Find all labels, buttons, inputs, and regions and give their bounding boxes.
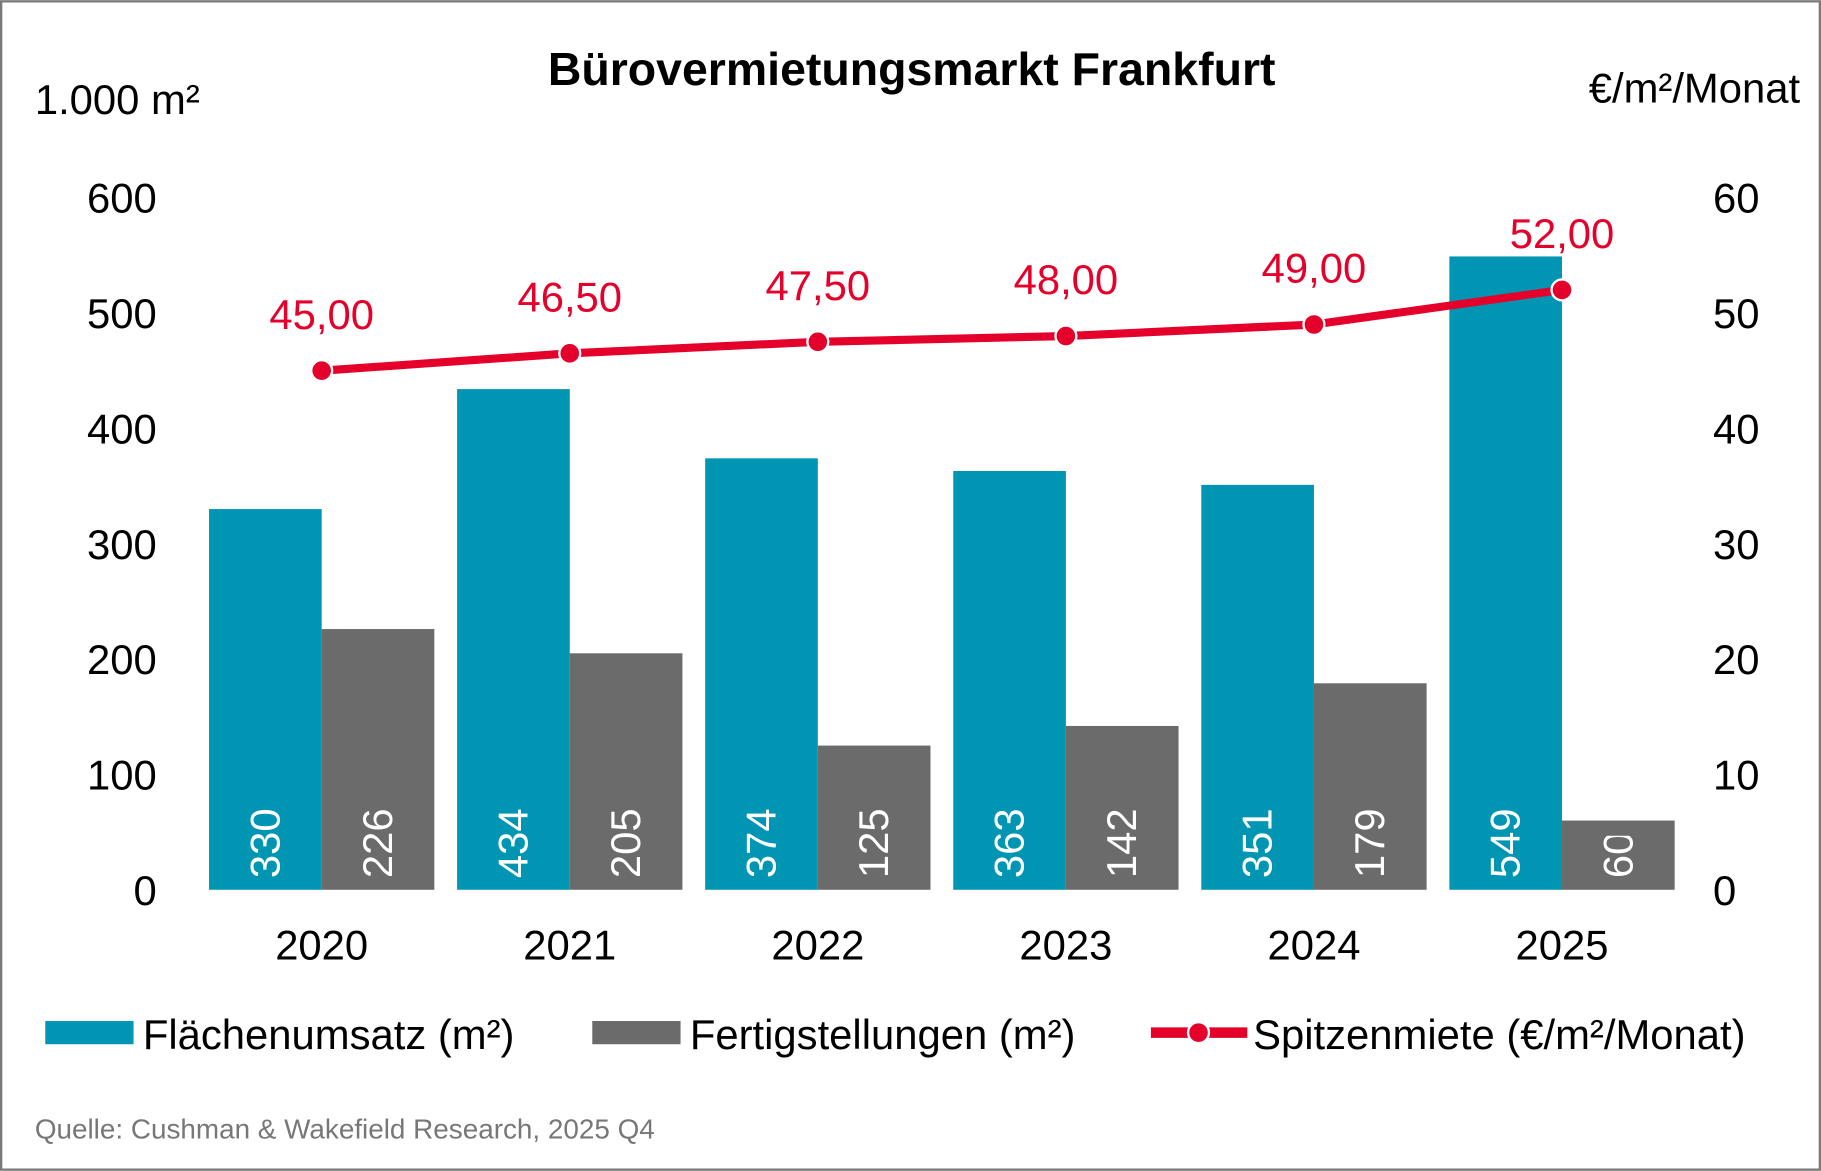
- bar-flaechenumsatz: [457, 389, 570, 890]
- bar-value-label: 125: [850, 808, 897, 878]
- line-spitzenmiete: [321, 285, 1563, 375]
- left-tick-label: 400: [87, 405, 157, 452]
- legend: Flächenumsatz (m²) Fertigstellungen (m²)…: [45, 1011, 1746, 1058]
- bar-value-label: 330: [241, 808, 288, 878]
- line-marker: [1054, 324, 1078, 348]
- left-tick-label: 500: [87, 290, 157, 337]
- bar-value-label: 205: [602, 808, 649, 878]
- line-marker: [806, 330, 830, 354]
- bar-flaechenumsatz: [953, 471, 1066, 890]
- left-tick-label: 100: [87, 752, 157, 799]
- right-tick-label: 60: [1713, 175, 1760, 222]
- bar-value-label: 351: [1234, 808, 1281, 878]
- left-tick-label: 0: [134, 867, 157, 914]
- bar-fertigstellungen: [569, 653, 683, 890]
- bar-value-label: 226: [354, 808, 401, 878]
- line-value-label: 46,50: [517, 274, 622, 321]
- legend-label-flaechenumsatz: Flächenumsatz (m²): [143, 1011, 515, 1058]
- legend-label-fertigstellungen: Fertigstellungen (m²): [690, 1011, 1076, 1058]
- line-marker: [1302, 312, 1326, 337]
- left-tick-label: 300: [87, 521, 157, 568]
- left-tick-label: 600: [87, 175, 157, 222]
- line-value-label: 48,00: [1014, 256, 1119, 303]
- bar-value-label: 434: [489, 808, 536, 878]
- category-label: 2025: [1516, 921, 1609, 968]
- category-label: 2022: [771, 921, 864, 968]
- bar-value-label: 374: [737, 808, 784, 878]
- line-value-label: 52,00: [1510, 210, 1615, 257]
- right-tick-label: 10: [1713, 752, 1760, 799]
- bar-flaechenumsatz: [209, 509, 322, 890]
- bar-value-label: 60: [1594, 832, 1641, 879]
- left-axis-label: 1.000 m²: [35, 76, 200, 123]
- source-note: Quelle: Cushman & Wakefield Research, 20…: [35, 1113, 655, 1144]
- bar-flaechenumsatz: [1449, 256, 1563, 890]
- line-value-label: 45,00: [269, 291, 374, 338]
- legend-swatch-fertigstellungen: [592, 1021, 681, 1045]
- bar-fertigstellungen: [817, 745, 931, 890]
- right-tick-label: 0: [1713, 867, 1736, 914]
- left-tick-label: 200: [87, 636, 157, 683]
- right-tick-label: 20: [1713, 636, 1760, 683]
- right-axis-label: €/m²/Monat: [1589, 64, 1801, 111]
- line-value-label: 47,50: [766, 262, 871, 309]
- legend-marker-spitzenmiete: [1186, 1021, 1211, 1045]
- line-marker: [310, 359, 334, 383]
- bar-fertigstellungen: [1065, 725, 1179, 890]
- chart-title: Bürovermietungsmarkt Frankfurt: [548, 43, 1276, 95]
- line-value-label: 49,00: [1262, 245, 1367, 292]
- legend-swatch-flaechenumsatz: [45, 1021, 134, 1045]
- category-label: 2024: [1267, 921, 1360, 968]
- bar-flaechenumsatz: [705, 458, 818, 890]
- category-label: 2023: [1019, 921, 1112, 968]
- category-label: 2021: [523, 921, 616, 968]
- bar-value-label: 179: [1346, 808, 1393, 878]
- bar-fertigstellungen: [1313, 683, 1427, 890]
- line-marker: [1550, 278, 1574, 302]
- right-tick-label: 50: [1713, 290, 1760, 337]
- legend-label-spitzenmiete: Spitzenmiete (€/m²/Monat): [1253, 1011, 1745, 1058]
- bar-value-label: 549: [1482, 808, 1529, 878]
- bar-value-label: 363: [985, 808, 1032, 878]
- right-tick-label: 30: [1713, 521, 1760, 568]
- category-label: 2020: [275, 921, 368, 968]
- plot-area: 0 100 200 300 400 500 600 0 10 20 30 40 50 60 2020 330 2…: [87, 175, 1759, 969]
- line-marker: [558, 341, 582, 365]
- bar-fertigstellungen: [1562, 820, 1675, 890]
- bar-fertigstellungen: [321, 629, 435, 890]
- bar-value-label: 142: [1098, 808, 1145, 878]
- right-tick-label: 40: [1713, 405, 1760, 452]
- bar-flaechenumsatz: [1201, 484, 1314, 890]
